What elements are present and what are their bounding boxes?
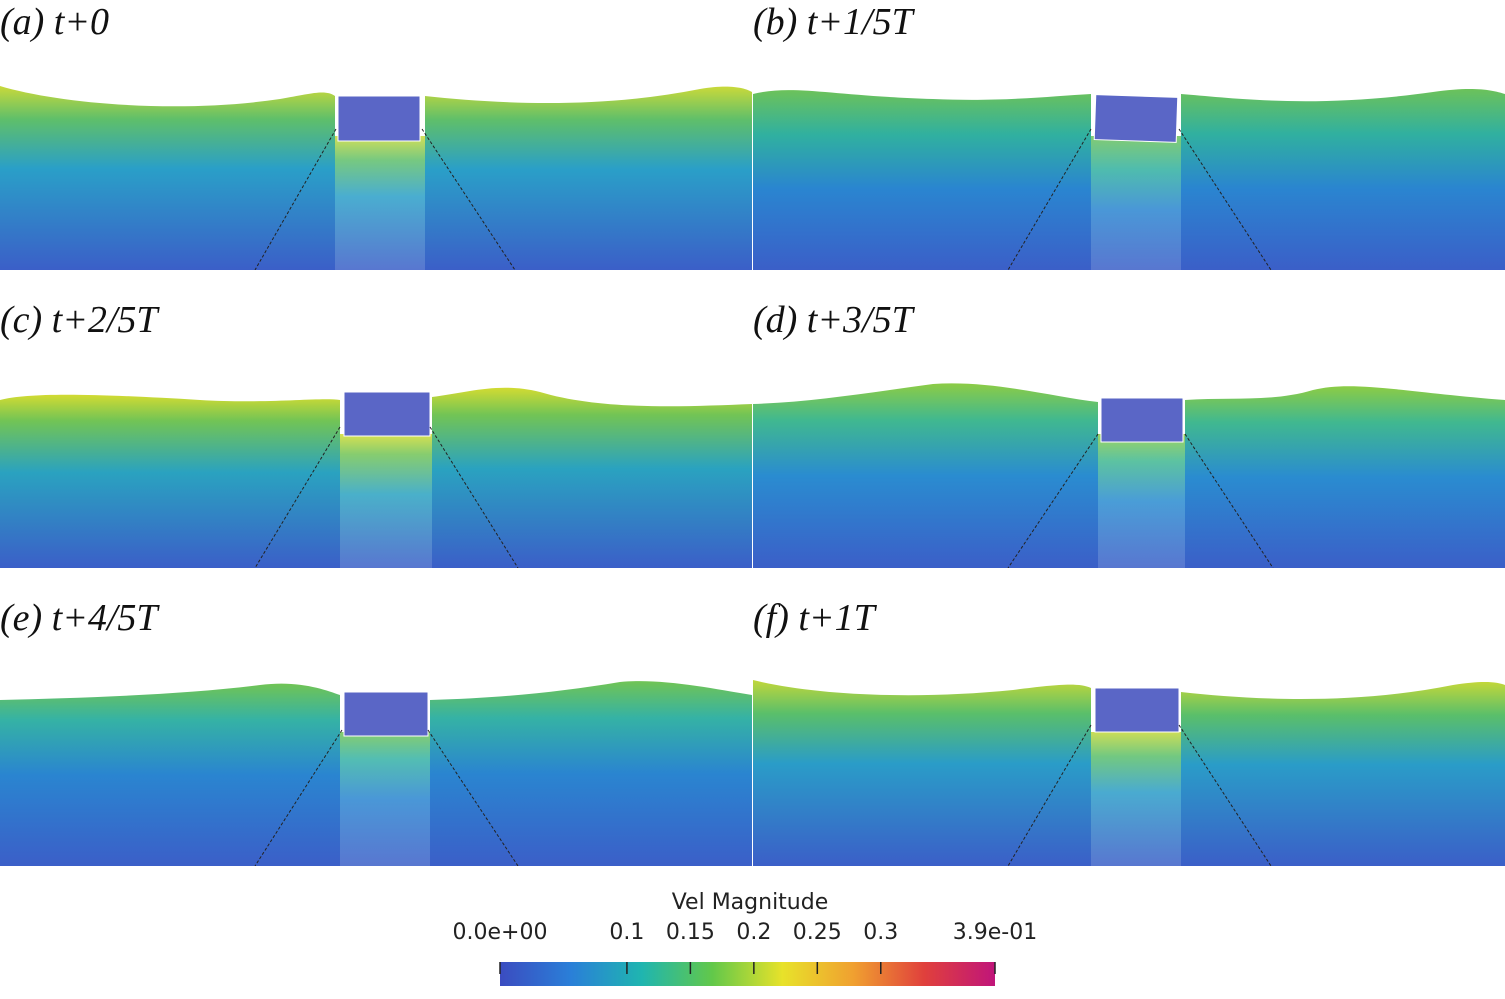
colorbar-tick-label: 0.2	[736, 920, 772, 945]
colorbar-tick-label: 3.9e-01	[952, 920, 1038, 945]
colorbar: Vel Magnitude 0.0e+00 0.1 0.15 0.2 0.25 0.3 3.…	[440, 890, 1060, 995]
panel-b: (b) t+1/5T	[753, 0, 1505, 296]
panel-label: (e) t+4/5T	[0, 597, 158, 639]
colorbar-gradient	[499, 962, 996, 986]
panel-label: (d) t+3/5T	[753, 299, 913, 341]
colorbar-tick-label: 0.0e+00	[452, 920, 548, 945]
panel-label: (f) t+1T	[753, 597, 875, 639]
velocity-field-plot	[753, 88, 1505, 270]
colorbar-title: Vel Magnitude	[671, 890, 829, 915]
panel-c: (c) t+2/5T	[0, 298, 752, 594]
colorbar-tick-label: 0.25	[792, 920, 842, 945]
panel-a: (a) t+0	[0, 0, 752, 296]
panel-f: (f) t+1T	[753, 596, 1505, 892]
colorbar-tick-label: 0.1	[609, 920, 645, 945]
colorbar-tick-label: 0.3	[863, 920, 899, 945]
panel-label: (b) t+1/5T	[753, 1, 913, 43]
panel-label: (c) t+2/5T	[0, 299, 158, 341]
panel-label: (a) t+0	[0, 1, 110, 43]
velocity-field-plot	[0, 387, 752, 568]
velocity-field-plot	[753, 680, 1505, 866]
panel-d: (d) t+3/5T	[753, 298, 1505, 594]
velocity-field-plot	[0, 681, 752, 866]
colorbar-tick-label: 0.15	[665, 920, 715, 945]
velocity-field-plot	[753, 383, 1505, 568]
velocity-field-plot	[0, 86, 752, 270]
panel-e: (e) t+4/5T	[0, 596, 752, 892]
